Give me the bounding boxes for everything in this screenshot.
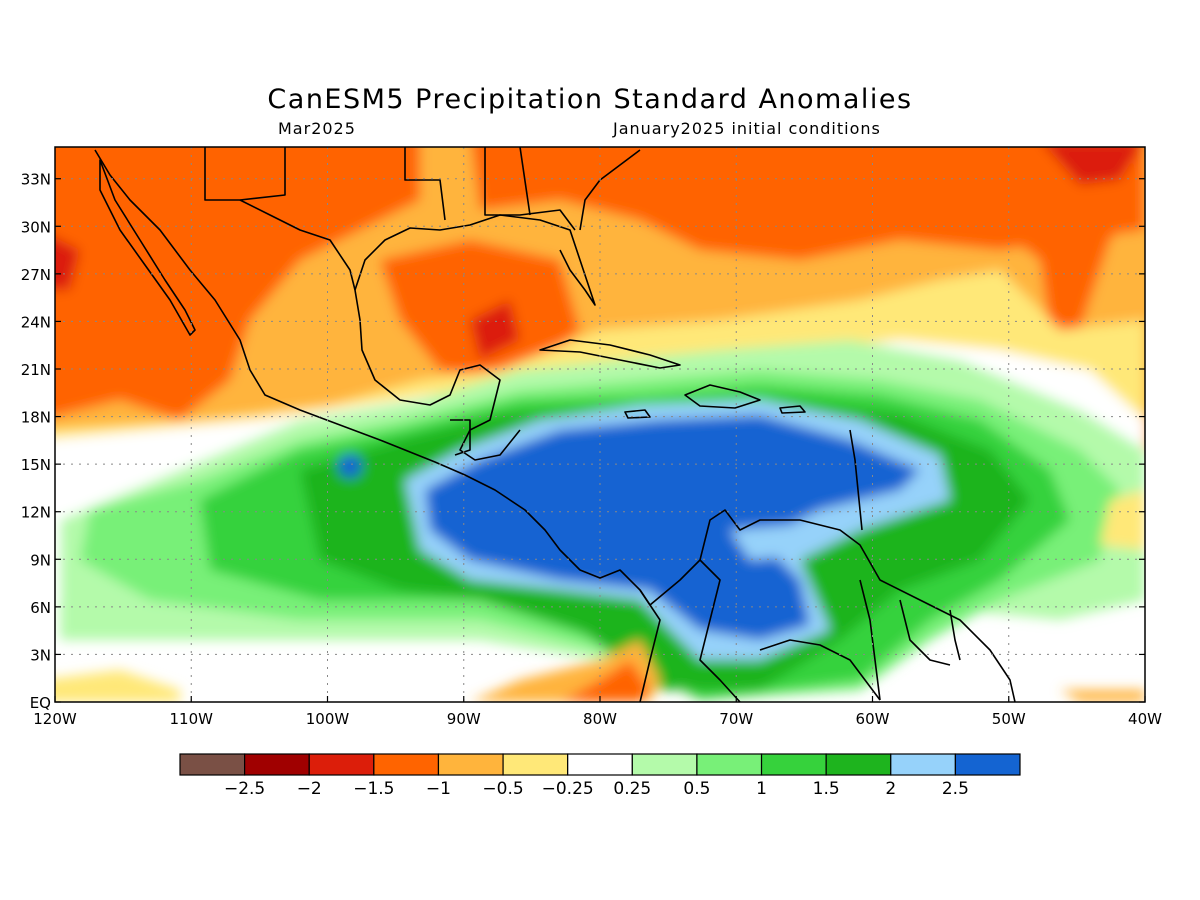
y-tick-label: 9N <box>30 551 51 569</box>
colorbar-label: 0.5 <box>683 779 710 799</box>
colorbar-swatch <box>244 753 310 776</box>
anomaly-field <box>55 147 1145 702</box>
y-tick-label: 21N <box>21 361 51 379</box>
y-tick-label: 33N <box>21 171 51 189</box>
x-tick-label: 100W <box>306 710 350 728</box>
colorbar-swatch <box>631 753 698 776</box>
y-tick-label: 27N <box>21 266 51 284</box>
x-tick-label: 50W <box>992 710 1026 728</box>
x-tick-label: 80W <box>583 710 617 728</box>
colorbar-swatch <box>890 753 956 776</box>
y-tick-label: EQ <box>30 694 51 712</box>
coastline-outlines <box>94 147 1016 702</box>
x-tick-label: 40W <box>1128 710 1162 728</box>
y-tick-label: 12N <box>21 504 51 522</box>
colorbar-swatch <box>760 753 827 776</box>
colorbar-swatch <box>567 753 633 776</box>
colorbar-swatch <box>308 753 375 776</box>
colorbar: −2.5 −2 −1.5 −1 −0.5 −0.25 0.25 0.5 1 1.5 2 2.5 <box>179 753 1021 799</box>
y-tick-label: 30N <box>21 218 51 236</box>
colorbar-label: −0.25 <box>542 779 594 799</box>
colorbar-swatch <box>373 753 440 776</box>
x-tick-label: 110W <box>170 710 214 728</box>
colorbar-label: −1 <box>426 779 451 799</box>
colorbar-swatch <box>437 753 504 776</box>
y-tick-label: 15N <box>21 456 51 474</box>
y-tick-label: 24N <box>21 313 51 331</box>
colorbar-swatch <box>696 753 763 776</box>
colorbar-label: 1 <box>756 779 767 799</box>
x-tick-label: 60W <box>856 710 890 728</box>
x-tick-label: 120W <box>33 710 77 728</box>
colorbar-label: 2 <box>885 779 896 799</box>
colorbar-label: −1.5 <box>353 779 394 799</box>
colorbar-label: −2 <box>297 779 322 799</box>
initial-conditions-label: January2025 initial conditions <box>613 119 881 138</box>
valid-month-label: Mar2025 <box>278 119 356 138</box>
colorbar-label: 2.5 <box>942 779 969 799</box>
colorbar-swatch <box>954 753 1021 776</box>
lat-lon-grid <box>55 147 1145 702</box>
y-tick-label: 6N <box>30 599 51 617</box>
colorbar-label: −2.5 <box>224 779 265 799</box>
colorbar-label: 0.25 <box>613 779 651 799</box>
colorbar-swatch <box>179 753 246 776</box>
y-tick-label: 18N <box>21 409 51 427</box>
colorbar-swatch <box>825 753 892 776</box>
axis-ticks: 120W 110W 100W 90W 80W 70W 60W 50W 40W EQ 3N 6N 9N 12… <box>21 171 1162 728</box>
x-tick-label: 90W <box>447 710 481 728</box>
colorbar-label: 1.5 <box>813 779 840 799</box>
colorbar-swatch <box>502 753 569 776</box>
map-title: CanESM5 Precipitation Standard Anomalies <box>267 84 913 115</box>
y-tick-label: 3N <box>30 646 51 664</box>
colorbar-label: −0.5 <box>482 779 523 799</box>
x-tick-label: 70W <box>719 710 753 728</box>
